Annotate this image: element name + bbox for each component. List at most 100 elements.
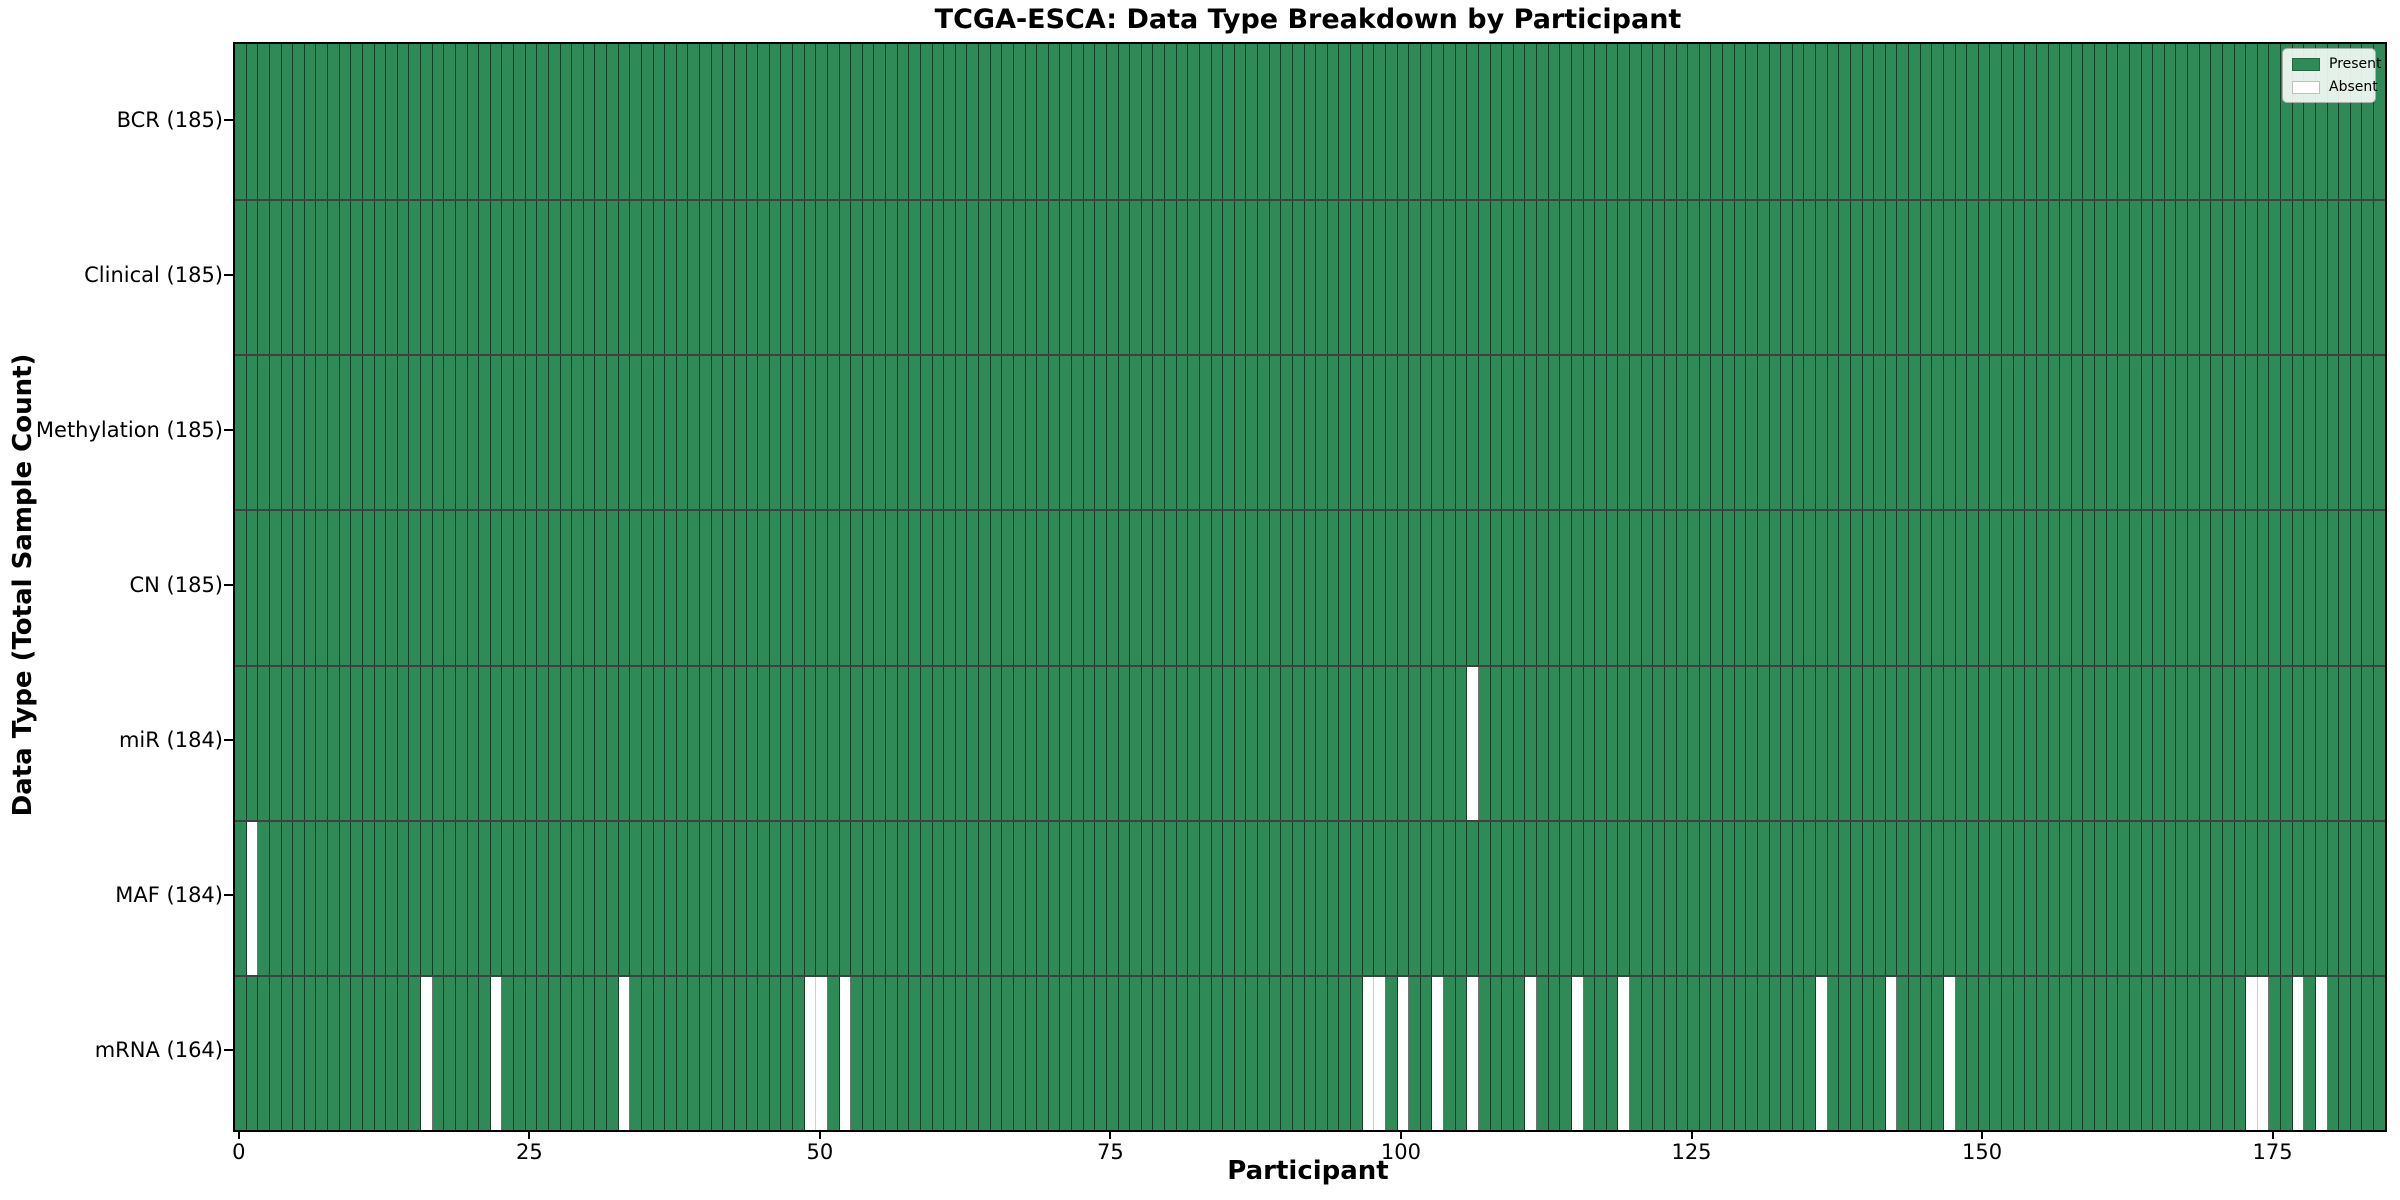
- cell-present: [653, 511, 666, 665]
- cell-present: [1374, 821, 1386, 975]
- cell-present: [1618, 821, 1630, 975]
- cell-present: [1711, 201, 1723, 355]
- cell-present: [467, 821, 480, 975]
- cell-present: [1781, 201, 1793, 355]
- cell-present: [1037, 356, 1049, 510]
- cell-present: [1444, 44, 1456, 200]
- cell-present: [1444, 201, 1456, 355]
- cell-present: [827, 511, 840, 665]
- cell-present: [1316, 666, 1328, 820]
- cell-present: [2339, 821, 2351, 975]
- cell-present: [2118, 976, 2130, 1130]
- cell-present: [711, 44, 724, 200]
- cell-present: [1606, 821, 1619, 975]
- cell-present: [1188, 976, 1200, 1130]
- cell-present: [874, 976, 886, 1130]
- cell-present: [1327, 44, 1340, 200]
- cell-present: [2176, 356, 2188, 510]
- cell-present: [2327, 821, 2340, 975]
- cell-present: [1176, 976, 1189, 1130]
- cell-present: [1397, 44, 1410, 200]
- cell-present: [537, 356, 549, 510]
- cell-present: [1664, 976, 1677, 1130]
- cell-present: [676, 821, 689, 975]
- cell-present: [1316, 976, 1328, 1130]
- cell-present: [2048, 666, 2061, 820]
- cell-present: [955, 356, 968, 510]
- cell-present: [246, 666, 259, 820]
- cell-present: [2292, 201, 2305, 355]
- cell-present: [1816, 44, 1828, 200]
- cell-present: [2002, 821, 2014, 975]
- cell-present: [1188, 44, 1200, 200]
- cell-present: [444, 821, 456, 975]
- cell-present: [1606, 511, 1619, 665]
- cell-present: [1478, 511, 1491, 665]
- cell-present: [502, 201, 514, 355]
- cell-present: [688, 201, 700, 355]
- cell-present: [688, 666, 700, 820]
- cell-present: [1025, 44, 1038, 200]
- cell-present: [1165, 511, 1177, 665]
- cell-present: [1327, 356, 1340, 510]
- cell-present: [421, 44, 433, 200]
- cell-present: [1362, 821, 1375, 975]
- cell-present: [1339, 511, 1351, 665]
- cell-present: [897, 511, 910, 665]
- cell-present: [1025, 821, 1038, 975]
- cell-present: [1258, 511, 1270, 665]
- cell-present: [932, 511, 945, 665]
- cell-present: [583, 666, 596, 820]
- cell-present: [1409, 821, 1421, 975]
- cell-present: [2164, 201, 2177, 355]
- cell-present: [1920, 511, 1933, 665]
- cell-present: [967, 511, 979, 665]
- cell-present: [1258, 201, 1270, 355]
- cell-present: [235, 201, 247, 355]
- cell-present: [1292, 356, 1305, 510]
- cell-present: [851, 976, 863, 1130]
- cell-present: [1072, 821, 1084, 975]
- cell-absent: [1467, 666, 1479, 820]
- cell-present: [665, 511, 677, 665]
- cell-present: [944, 356, 956, 510]
- cell-present: [1037, 201, 1049, 355]
- x-tick-label: 100: [1380, 1140, 1422, 1164]
- cell-present: [1583, 511, 1596, 665]
- cell-present: [967, 976, 979, 1130]
- cell-present: [816, 201, 828, 355]
- cell-present: [909, 511, 921, 665]
- cell-present: [1816, 201, 1828, 355]
- cell-present: [1839, 201, 1851, 355]
- cell-present: [1839, 356, 1851, 510]
- cell-present: [1258, 356, 1270, 510]
- cell-present: [1978, 356, 1991, 510]
- cell-present: [1083, 666, 1096, 820]
- cell-present: [1525, 44, 1537, 200]
- cell-present: [1118, 201, 1131, 355]
- cell-present: [1560, 44, 1572, 200]
- cell-present: [2269, 821, 2281, 975]
- cell-present: [1967, 976, 1979, 1130]
- cell-present: [1327, 821, 1340, 975]
- cell-present: [1885, 821, 1898, 975]
- cell-present: [793, 666, 805, 820]
- cell-present: [1269, 201, 1282, 355]
- cell-present: [1304, 821, 1317, 975]
- cell-present: [1292, 666, 1305, 820]
- cell-present: [304, 976, 317, 1130]
- cell-present: [2304, 511, 2316, 665]
- cell-present: [769, 201, 782, 355]
- cell-present: [1281, 976, 1293, 1130]
- cell-present: [816, 44, 828, 200]
- cell-present: [1967, 666, 1979, 820]
- cell-present: [1141, 356, 1154, 510]
- cell-present: [1269, 976, 1282, 1130]
- cell-present: [1630, 44, 1642, 200]
- cell-present: [1897, 511, 1909, 665]
- cell-present: [1513, 44, 1526, 200]
- cell-present: [909, 356, 921, 510]
- cell-present: [1688, 201, 1700, 355]
- cell-present: [781, 201, 793, 355]
